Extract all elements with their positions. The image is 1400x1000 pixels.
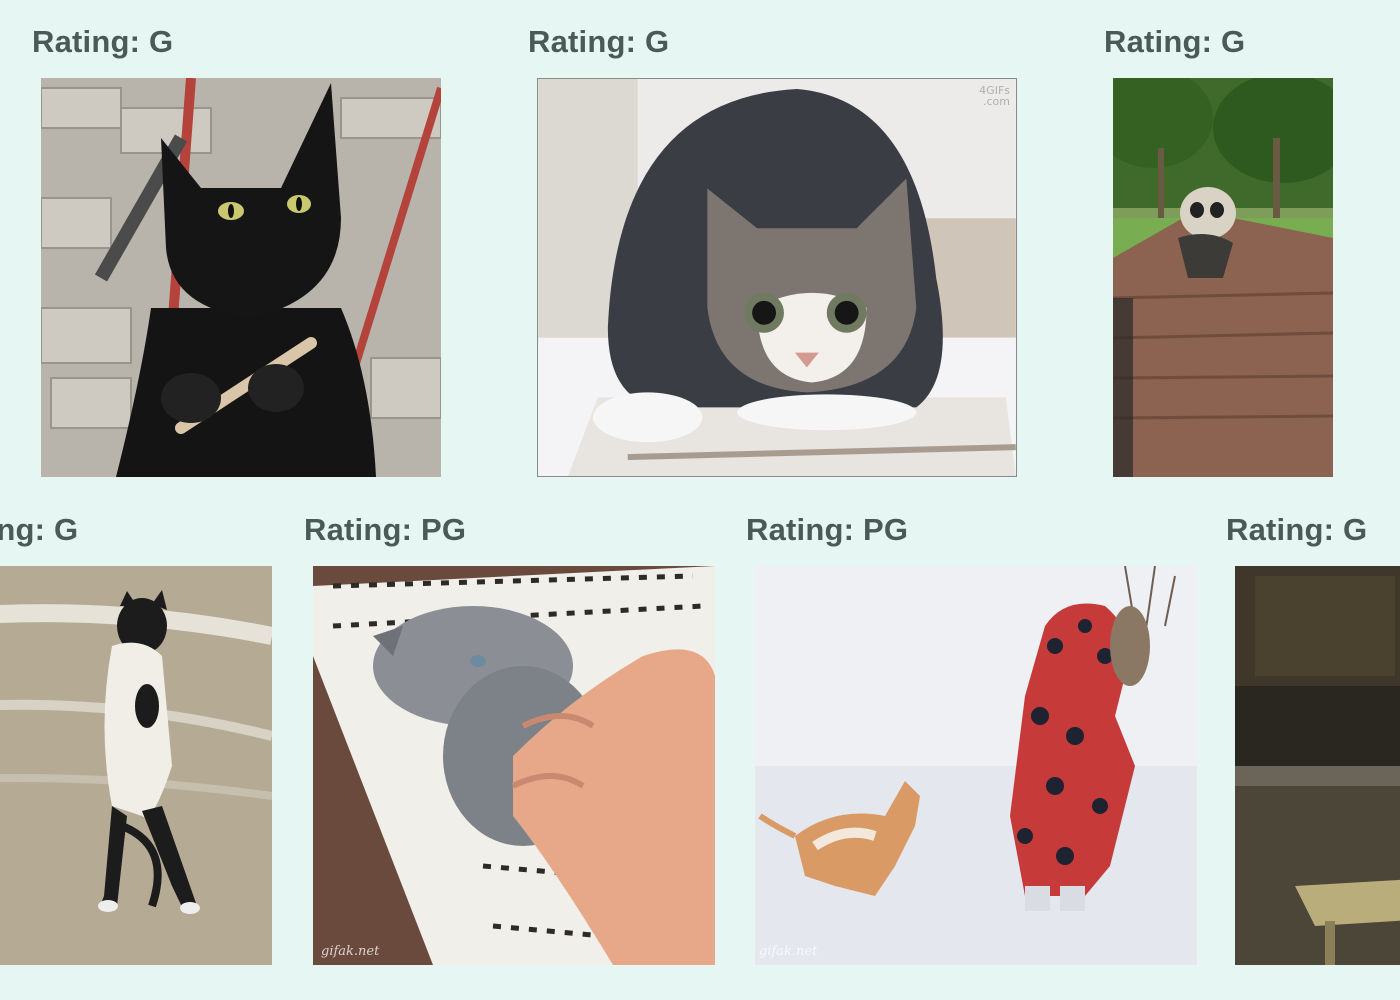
gif-kitchen-scene[interactable]: [1235, 566, 1400, 965]
tabby-cat-image: [538, 79, 1016, 476]
watermark-4gifs: 4GIFs .com: [979, 84, 1010, 108]
standing-cat-image: [0, 566, 272, 965]
rating-label: Rating: G: [32, 24, 174, 59]
watermark-gifak: gifak.net: [321, 944, 380, 959]
kitchen-image: [1235, 566, 1400, 965]
gif-grey-kitten[interactable]: gifak.net: [313, 566, 715, 965]
rating-label: Rating: G: [1104, 24, 1246, 59]
rating-label: Rating: PG: [746, 512, 909, 547]
rating-label: Rating: G: [528, 24, 670, 59]
watermark-gifak: gifak.net: [759, 944, 818, 959]
gif-cat-on-boardwalk[interactable]: [1113, 78, 1333, 477]
snow-scene-image: [755, 566, 1197, 965]
gif-black-cat-nail-file[interactable]: [41, 78, 441, 477]
gif-cat-and-child-in-snow[interactable]: gifak.net: [755, 566, 1197, 965]
black-cat-image: [41, 78, 441, 477]
rating-label: Rating: PG: [304, 512, 467, 547]
gif-tabby-cat-crouching[interactable]: 4GIFs .com: [537, 78, 1017, 477]
gif-standing-cat[interactable]: [0, 566, 272, 965]
rating-label: Rating: G: [1226, 512, 1368, 547]
rating-label: Rating: G: [0, 512, 79, 547]
grey-kitten-image: [313, 566, 715, 965]
boardwalk-cat-image: [1113, 78, 1333, 477]
